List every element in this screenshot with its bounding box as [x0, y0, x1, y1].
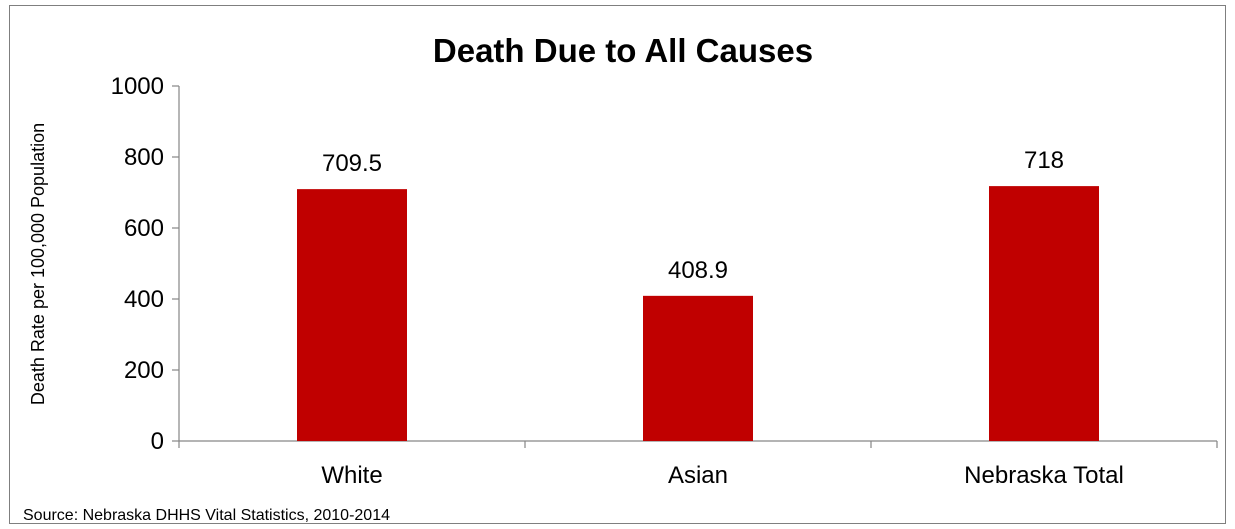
y-tick-label: 400 — [124, 286, 164, 313]
category-label: Nebraska Total — [964, 462, 1124, 489]
source-note: Source: Nebraska DHHS Vital Statistics, … — [23, 507, 390, 524]
y-tick-label: 0 — [151, 428, 164, 455]
bars — [297, 186, 1099, 441]
bar — [643, 295, 753, 441]
y-tick-label: 1000 — [111, 73, 164, 100]
data-label: 408.9 — [668, 257, 728, 284]
data-label: 718 — [1024, 147, 1064, 174]
y-tick-label: 600 — [124, 215, 164, 242]
chart-title: Death Due to All Causes — [433, 32, 813, 69]
y-tick-label: 800 — [124, 144, 164, 171]
y-axis-label: Death Rate per 100,000 Population — [28, 123, 48, 405]
category-label: White — [321, 462, 382, 489]
labels: 709.5 White 408.9 Asian 718 Nebraska Total — [321, 147, 1124, 489]
y-tick-label: 200 — [124, 357, 164, 384]
data-label: 709.5 — [322, 150, 382, 177]
bar — [297, 189, 407, 441]
bar — [989, 186, 1099, 441]
category-label: Asian — [668, 462, 728, 489]
